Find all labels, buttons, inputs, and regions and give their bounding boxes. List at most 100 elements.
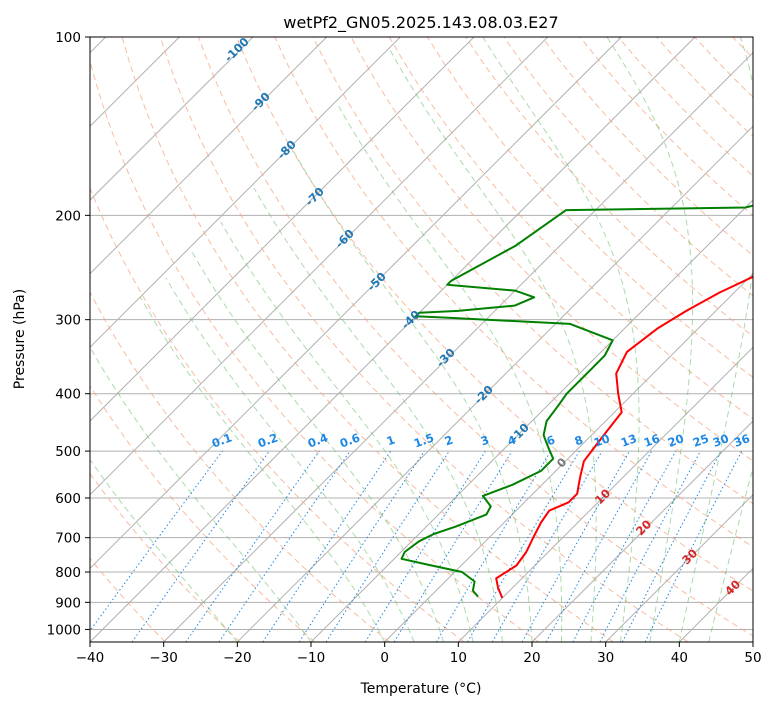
x-tick-label: 10	[450, 650, 467, 666]
mixing-ratio-line	[218, 450, 351, 642]
x-tick-label: −20	[223, 650, 252, 666]
dry-adiabat-line	[503, 37, 753, 297]
isotherm-line	[163, 51, 753, 642]
temperature-line	[495, 275, 753, 599]
line-labels: -100-90-80-70-60-50-40-30-20-10010203040…	[210, 35, 752, 598]
moist-adiabat-line	[90, 347, 312, 642]
dry-adiabat-label: -100	[222, 35, 252, 65]
mixing-ratio-label: 30	[711, 431, 731, 450]
dry-adiabat-line	[159, 37, 689, 642]
y-tick-label: 500	[55, 444, 81, 460]
mixing-ratio-label: 36	[732, 431, 752, 450]
mixing-ratio-line	[131, 450, 270, 642]
isotherm-line	[90, 37, 401, 349]
y-tick-label: 400	[55, 387, 81, 403]
dry-adiabat-label: 0	[554, 455, 570, 471]
mixing-ratio-label: 13	[619, 431, 639, 450]
moist-adiabats	[90, 37, 753, 642]
mixing-ratio-line	[644, 450, 743, 642]
dewpoint-line	[400, 204, 753, 598]
moist-adiabat-line	[90, 458, 238, 642]
x-tick-label: 20	[523, 650, 540, 666]
mixing-ratio-label: 0.2	[256, 430, 280, 450]
x-tick-label: 50	[744, 650, 761, 666]
dry-adiabat-line	[90, 291, 390, 642]
isotherm-lines	[90, 37, 753, 642]
moist-adiabat-line	[139, 297, 386, 642]
moist-adiabat-line	[292, 149, 533, 642]
mixing-ratio-label: 0.4	[306, 430, 330, 450]
y-tick-label: 800	[55, 565, 81, 581]
isotherm-line	[752, 641, 753, 642]
isotherm-line	[90, 37, 696, 642]
dry-adiabat-line	[465, 37, 753, 338]
y-tick-label: 100	[55, 30, 81, 46]
isotherm-line	[384, 272, 753, 642]
x-axis-ticks: −40 −30 −20 −10 0 10 20 30 40 50	[76, 642, 762, 666]
dry-adiabat-label: -80	[274, 137, 299, 162]
dry-adiabat-label: -30	[433, 345, 458, 370]
x-tick-label: −40	[76, 650, 105, 666]
isotherm-line	[531, 420, 753, 642]
moist-adiabat-line	[678, 37, 753, 642]
mixing-ratio-label: 0.1	[210, 430, 234, 450]
dry-adiabat-line	[121, 37, 614, 642]
moist-adiabat-line	[220, 221, 474, 642]
isotherm-line	[90, 37, 254, 201]
isotherm-line	[457, 346, 753, 642]
plot-frame	[89, 36, 754, 643]
isotherm-line	[236, 125, 753, 642]
mixing-ratio-label: 25	[691, 431, 711, 450]
mixing-ratio-line	[325, 450, 450, 642]
mixing-ratio-line	[298, 450, 425, 642]
dry-adiabat-line	[426, 37, 753, 378]
y-tick-label: 300	[55, 313, 81, 329]
mixing-ratio-line	[599, 450, 701, 642]
y-tick-label: 1000	[47, 622, 81, 638]
mixing-ratio-line	[262, 450, 392, 642]
mixing-ratio-line	[545, 450, 653, 642]
dry-adiabat-line	[694, 37, 753, 98]
x-tick-label: 0	[380, 650, 389, 666]
dry-adiabat-line	[312, 37, 753, 505]
dry-adiabat-label: 40	[722, 577, 743, 598]
mixing-ratio-line	[90, 450, 223, 632]
y-axis-label: Pressure (hPa)	[12, 289, 28, 389]
y-tick-label: 700	[55, 531, 81, 547]
mixing-ratio-label: 0.6	[338, 430, 362, 450]
pressure-grid	[90, 214, 753, 630]
moist-adiabat-line	[482, 37, 640, 642]
isotherm-line	[310, 199, 753, 642]
x-tick-label: −30	[149, 650, 178, 666]
dry-adiabat-line	[90, 59, 540, 642]
dry-adiabat-line	[350, 37, 753, 462]
dry-adiabat-line	[90, 384, 316, 642]
y-tick-label: 900	[55, 595, 81, 611]
mixing-ratio-label: 10	[592, 431, 612, 450]
dry-adiabat-line	[656, 37, 753, 138]
dry-adiabat-line	[388, 37, 753, 420]
mixing-ratio-label: 3	[479, 433, 491, 449]
x-tick-label: −10	[297, 650, 326, 666]
mixing-ratio-label: 6	[545, 433, 557, 449]
mixing-ratio-line	[364, 450, 486, 642]
dry-adiabat-label: -40	[398, 307, 423, 332]
isotherm-line	[605, 493, 753, 642]
dry-adiabat-label: 30	[679, 546, 700, 567]
isotherm-line	[90, 37, 622, 570]
dry-adiabat-line	[90, 472, 241, 642]
isotherm-line	[90, 37, 549, 496]
moist-adiabat-line	[253, 187, 503, 642]
isotherm-line	[90, 37, 475, 422]
dry-adiabat-line	[771, 37, 775, 642]
dry-adiabat-label: 20	[633, 517, 654, 538]
mixing-ratio-label: 20	[666, 431, 686, 450]
chart-title: wetPf2_GN05.2025.143.08.03.E27	[283, 13, 558, 33]
x-tick-label: 40	[671, 650, 688, 666]
mixing-ratio-line	[185, 450, 320, 642]
dry-adiabat-line	[274, 37, 753, 548]
isotherm-line	[90, 37, 328, 275]
y-axis-ticks: 100 200 300 400 500 600 700 800 900 1000	[47, 30, 90, 638]
moist-adiabat-line	[165, 277, 415, 642]
